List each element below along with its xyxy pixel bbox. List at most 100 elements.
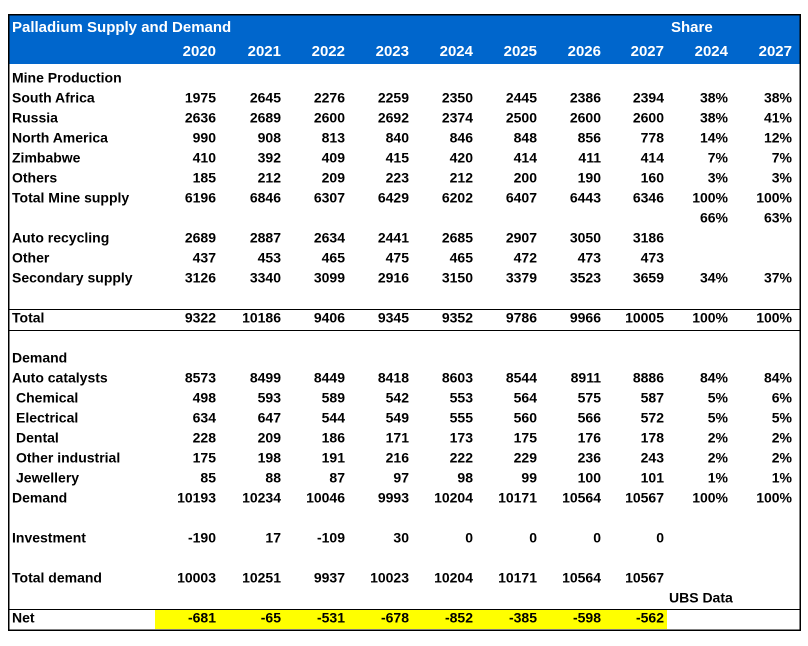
year-header: 2024	[440, 43, 474, 60]
header-band	[9, 15, 800, 64]
cell: 100	[578, 470, 602, 486]
cell: 2%	[772, 430, 793, 446]
cell: 2636	[185, 110, 216, 126]
cell: 186	[322, 430, 346, 446]
share-label: Share	[671, 19, 713, 36]
cell: 9322	[185, 310, 216, 326]
cell: -65	[261, 610, 281, 626]
cell: 8499	[250, 370, 281, 386]
cell: 9345	[378, 310, 409, 326]
cell: 100%	[756, 190, 792, 206]
row-label: Jewellery	[16, 470, 79, 486]
cell: 3150	[442, 270, 473, 286]
cell: 0	[656, 530, 664, 546]
cell: 465	[450, 250, 474, 266]
cell: 212	[450, 170, 474, 186]
cell: 171	[386, 430, 410, 446]
row-label: Total Mine supply	[12, 190, 129, 206]
row-label: Electrical	[16, 410, 78, 426]
cell: 2445	[506, 90, 537, 106]
cell: 7%	[772, 150, 793, 166]
cell: 473	[641, 250, 665, 266]
cell: 840	[386, 130, 410, 146]
cell: -678	[381, 610, 409, 626]
cell: 38%	[700, 110, 729, 126]
cell: 566	[578, 410, 602, 426]
cell: 437	[193, 250, 217, 266]
cell: 100%	[692, 490, 728, 506]
cell: 848	[514, 130, 538, 146]
cell: 2%	[708, 450, 729, 466]
cell: 2%	[708, 430, 729, 446]
cell: -531	[317, 610, 345, 626]
cell: 778	[641, 130, 665, 146]
year-header: 2020	[183, 43, 216, 60]
table-border	[8, 14, 801, 631]
cell: 2907	[506, 230, 537, 246]
cell: 3186	[633, 230, 664, 246]
row-label: Demand	[12, 490, 67, 506]
year-header: 2027	[631, 43, 664, 60]
cell: 2887	[250, 230, 281, 246]
cell: 6%	[772, 390, 793, 406]
cell: -190	[188, 530, 216, 546]
cell: 191	[322, 450, 346, 466]
cell: 88	[265, 470, 281, 486]
cell: 415	[386, 150, 410, 166]
cell: 472	[514, 250, 538, 266]
cell: 190	[578, 170, 602, 186]
cell: 2500	[506, 110, 537, 126]
cell: 498	[193, 390, 217, 406]
cell: 10251	[242, 570, 281, 586]
cell: 647	[258, 410, 282, 426]
cell: 9937	[314, 570, 345, 586]
cell: 575	[578, 390, 602, 406]
cell: 212	[258, 170, 282, 186]
cell: 453	[258, 250, 282, 266]
year-header: 2021	[248, 43, 281, 60]
cell: 564	[514, 390, 538, 406]
cell: 2394	[633, 90, 664, 106]
cell: 0	[593, 530, 601, 546]
row-label: South Africa	[12, 90, 95, 106]
cell: -852	[445, 610, 473, 626]
cell: 10567	[625, 570, 664, 586]
cell: 10171	[498, 570, 537, 586]
cell: 38%	[764, 90, 793, 106]
cell: 30	[393, 530, 409, 546]
cell: 1%	[708, 470, 729, 486]
cell: 0	[465, 530, 473, 546]
cell: 8886	[633, 370, 664, 386]
cell: 8573	[185, 370, 216, 386]
table-title: Palladium Supply and Demand	[12, 19, 231, 36]
cell: 2259	[378, 90, 409, 106]
row-label: Investment	[12, 530, 86, 546]
cell: 209	[322, 170, 346, 186]
cell: 97	[393, 470, 409, 486]
row-label: Auto catalysts	[12, 370, 108, 386]
cell: 2645	[250, 90, 281, 106]
cell: 8449	[314, 370, 345, 386]
cell: 99	[521, 470, 537, 486]
cell: 9786	[506, 310, 537, 326]
cell: 178	[641, 430, 665, 446]
cell: -681	[188, 610, 216, 626]
row-label: Net	[12, 610, 35, 626]
cell: 236	[578, 450, 602, 466]
cell: 2441	[378, 230, 409, 246]
cell: 2689	[185, 230, 216, 246]
cell: 223	[386, 170, 410, 186]
cell: -109	[317, 530, 345, 546]
cell: 209	[258, 430, 282, 446]
cell: 10204	[434, 490, 473, 506]
cell: 173	[450, 430, 474, 446]
cell: 175	[193, 450, 217, 466]
cell: 6346	[633, 190, 664, 206]
cell: 63%	[764, 210, 793, 226]
cell: 2600	[633, 110, 664, 126]
cell: -598	[573, 610, 601, 626]
row-label: Demand	[12, 350, 67, 366]
row-label: Chemical	[16, 390, 78, 406]
row-label: Total	[12, 310, 44, 326]
cell: 555	[450, 410, 474, 426]
